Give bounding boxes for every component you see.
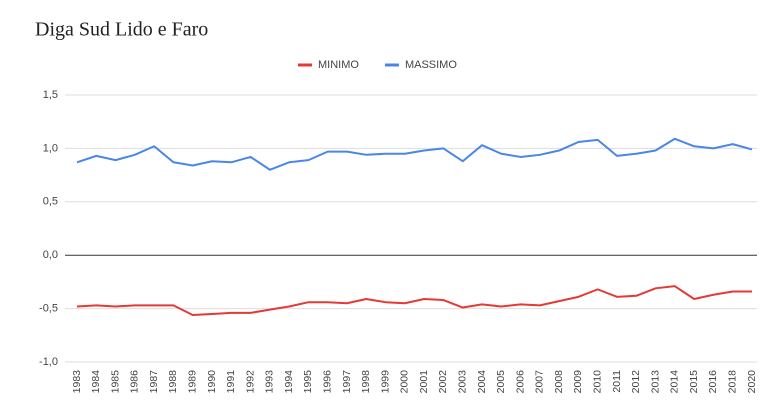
x-tick-label: 2003	[456, 370, 468, 394]
x-tick-label: 1994	[283, 370, 295, 394]
x-tick-label: 1987	[148, 370, 160, 394]
x-tick-label: 1985	[109, 370, 121, 394]
x-tick-label: 1992	[244, 370, 256, 394]
chart-title: Diga Sud Lido e Faro	[35, 19, 208, 41]
x-tick-label: 2020	[746, 370, 758, 394]
legend-label: MASSIMO	[405, 59, 457, 71]
series-line	[76, 137, 753, 171]
x-tick-label: 2007	[534, 370, 546, 394]
x-tick-label: 2005	[495, 370, 507, 394]
x-tick-label: 2014	[669, 370, 681, 394]
x-tick-label: 2004	[476, 370, 488, 394]
legend-label: MINIMO	[318, 59, 359, 71]
x-tick-label: 2018	[726, 370, 738, 394]
x-tick-label: 2006	[514, 370, 526, 394]
x-tick-label: 1990	[206, 370, 218, 394]
x-tick-label: 2008	[553, 370, 565, 394]
x-tick-label: 2000	[399, 370, 411, 394]
x-tick-label: 1991	[225, 370, 237, 394]
x-tick-label: 2011	[611, 370, 623, 393]
y-tick-label: 1,5	[43, 89, 58, 101]
x-tick-label: 2016	[707, 370, 719, 394]
x-tick-label: 1997	[341, 370, 353, 394]
y-tick-label: -1,0	[39, 356, 58, 368]
x-tick-label: 2010	[591, 370, 603, 394]
x-tick-label: 2009	[572, 370, 584, 394]
x-tick-label: 2002	[437, 370, 449, 394]
x-tick-label: 1993	[264, 370, 276, 394]
x-tick-label: 1998	[360, 370, 372, 394]
y-tick-label: 1,0	[43, 142, 58, 154]
x-tick-label: 1988	[167, 370, 179, 394]
x-tick-label: 1984	[90, 370, 102, 394]
x-tick-label: 1986	[129, 370, 141, 394]
series-line	[76, 285, 752, 317]
x-tick-label: 2013	[649, 370, 661, 394]
x-tick-label: 1999	[379, 370, 391, 394]
x-tick-label: 1983	[71, 370, 83, 394]
x-tick-label: 1989	[186, 370, 198, 394]
x-tick-label: 2012	[630, 370, 642, 394]
y-tick-label: 0,0	[43, 249, 58, 261]
y-tick-label: -0,5	[39, 303, 58, 315]
x-tick-label: 1995	[302, 370, 314, 394]
x-tick-label: 1996	[321, 370, 333, 394]
x-tick-label: 2001	[418, 370, 430, 394]
y-tick-label: 0,5	[43, 196, 58, 208]
x-tick-label: 2015	[688, 370, 700, 394]
